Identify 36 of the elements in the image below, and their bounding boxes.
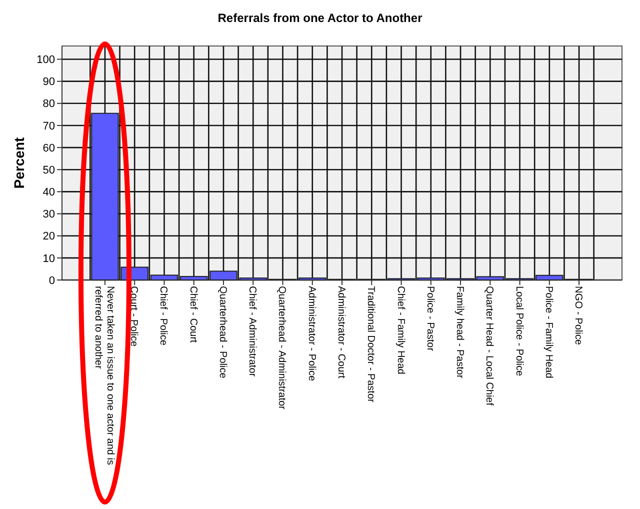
y-tick-label: 100	[36, 54, 55, 66]
x-tick-label: Police - Family Head	[542, 286, 554, 378]
y-tick-label: 0	[48, 274, 55, 287]
bar	[150, 274, 178, 280]
x-tick-label: Never taken an issue to one actor and is referred to another	[92, 286, 116, 465]
x-tick-label: Chief - Administrator	[246, 286, 258, 378]
x-tick-label: NGO - Police	[572, 286, 584, 346]
x-tick-label: Police - Pastor	[424, 286, 436, 352]
bar	[476, 276, 504, 280]
x-tick-label: Administrator - Court	[336, 286, 346, 378]
y-tick-label: 20	[42, 230, 55, 243]
x-tick-label: Quarterhead - Police	[216, 286, 228, 379]
x-tick-label: Court - Police	[128, 286, 140, 348]
bar	[180, 276, 208, 280]
y-tick-label: 40	[42, 186, 55, 199]
x-tick-label: Chief - Police	[158, 286, 169, 346]
y-tick-label: 80	[42, 98, 55, 110]
y-tick-label: 50	[42, 164, 55, 176]
x-tick-label: Quarterhead - Administrator	[276, 286, 288, 410]
y-tick-label: 70	[42, 120, 55, 132]
x-tick-label: Family head - Pastor	[454, 286, 466, 379]
y-tick-label: 30	[42, 208, 55, 221]
y-tick-label: 60	[42, 142, 55, 154]
x-tick-label: Chief - Family Head	[394, 286, 406, 374]
x-tick-label: Traditional Doctor - Pastor	[365, 286, 376, 404]
bar	[536, 274, 564, 280]
bar	[91, 112, 119, 280]
bar	[210, 270, 238, 280]
x-tick-label: Chief - Court	[187, 286, 198, 343]
x-tick-label: Local Police - Police	[513, 286, 524, 376]
y-tick-label: 90	[42, 76, 55, 88]
x-tick-label: Quarter Head - Local Chief	[484, 286, 495, 406]
x-tick-label: Administrator - Police	[306, 286, 317, 382]
y-tick-label: 10	[42, 252, 55, 265]
y-axis-title: Percent	[11, 136, 27, 189]
chart-title: Referrals from one Actor to Another	[218, 11, 423, 25]
